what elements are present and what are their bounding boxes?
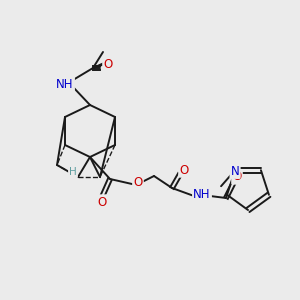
Text: O: O <box>98 196 106 208</box>
Text: NH: NH <box>56 77 74 91</box>
Text: N: N <box>231 165 239 178</box>
Text: O: O <box>103 58 112 71</box>
Text: O: O <box>179 164 189 176</box>
Text: H: H <box>69 167 77 177</box>
Text: O: O <box>134 176 142 188</box>
Text: NH: NH <box>193 188 211 200</box>
Text: O: O <box>232 170 242 184</box>
